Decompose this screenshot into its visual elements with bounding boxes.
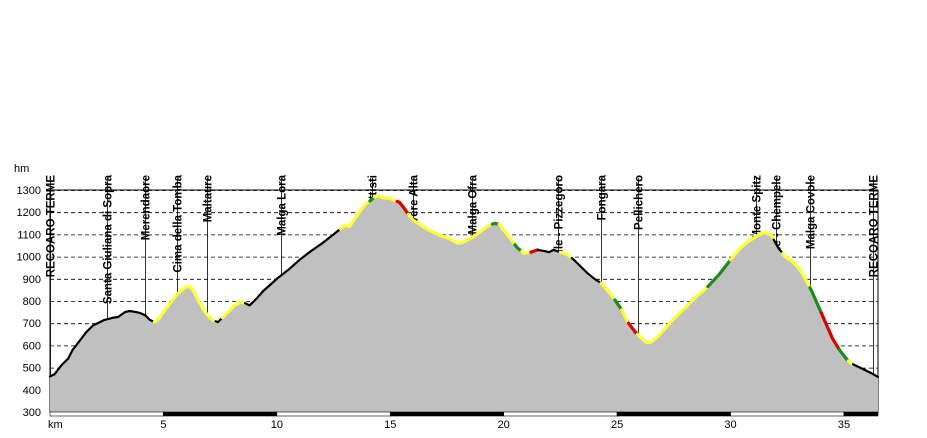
waypoint-lines — [50, 178, 874, 377]
x-tick-label: 10 — [271, 419, 283, 431]
profile-segment-black — [772, 238, 784, 255]
profile-segment-yellow — [152, 284, 218, 324]
elevation-area — [50, 196, 878, 412]
profile-segment-green — [808, 286, 823, 315]
profile-segment-yellow — [372, 194, 399, 203]
x-axis-ticks: 5 10 15 20 25 30 35 — [160, 419, 850, 431]
profile-segment-yellow — [728, 230, 776, 262]
profile-segment-red — [819, 311, 841, 352]
waypoint-label: Fongara — [597, 174, 609, 220]
km-scale-bar — [49, 411, 879, 417]
profile-segment-green — [706, 258, 733, 289]
x-tick-label: 5 — [160, 419, 166, 431]
profile-segment-black — [851, 363, 880, 378]
profile-segment-yellow — [620, 308, 631, 325]
profile-segment-yellow — [338, 199, 372, 231]
y-tick-label: 400 — [23, 385, 41, 397]
km-scale-block — [730, 411, 845, 417]
km-scale-block — [503, 411, 618, 417]
km-scale-block — [843, 411, 879, 417]
profile-segment-red — [395, 199, 410, 216]
waypoint-label: Santa Giuliana di Sopra — [103, 174, 115, 304]
profile-segment-black — [48, 309, 156, 378]
km-scale-block — [163, 411, 278, 417]
profile-segment-yellow — [220, 300, 247, 320]
profile-segment-yellow — [558, 250, 574, 260]
x-tick-label: 25 — [611, 419, 623, 431]
profile-segment-yellow — [497, 222, 517, 247]
y-tick-label: 800 — [23, 296, 41, 308]
waypoint-label: Cima della Tomba — [173, 174, 185, 272]
profile-segment-yellow — [520, 249, 533, 255]
profile-segment-yellow — [406, 212, 494, 245]
waypoint-label: Malga Ofra — [468, 174, 480, 234]
profile-segment-black — [570, 257, 603, 285]
profile-segment-red — [529, 248, 540, 254]
y-tick-label: 300 — [23, 407, 41, 419]
y-tick-label: 1000 — [17, 252, 41, 264]
profile-segment-yellow — [781, 252, 812, 290]
profile-segments — [48, 194, 880, 378]
profile-segment-black — [244, 227, 342, 307]
waypoint-label: Malga Covole — [806, 175, 818, 249]
waypoint-label: RECOARO TERME — [46, 175, 58, 278]
x-tick-label: 20 — [498, 419, 510, 431]
y-tick-label: 700 — [23, 318, 41, 330]
waypoint-label: Pellichero — [634, 175, 646, 230]
y-axis-label: hm — [14, 163, 29, 175]
waypoint-label: Monte Spitz — [752, 175, 764, 240]
waypoint-label: Merendaore — [141, 175, 153, 240]
y-tick-label: 1100 — [17, 229, 41, 241]
km-scale-block — [49, 411, 164, 417]
y-tick-label: 1300 — [17, 185, 41, 197]
profile-segment-yellow — [635, 285, 710, 345]
waypoint-label: Malga Lora — [277, 174, 289, 235]
x-tick-label: 30 — [724, 419, 736, 431]
y-tick-label: 900 — [23, 274, 41, 286]
profile-segment-yellow — [599, 281, 617, 302]
y-axis-ticks: 300 400 500 600 700 800 900 1000 1100 1200 1300 — [17, 185, 41, 419]
km-scale-block — [389, 411, 504, 417]
x-tick-label: 35 — [838, 419, 850, 431]
y-tick-label: 1200 — [17, 207, 41, 219]
y-tick-label: 500 — [23, 363, 41, 375]
km-scale-block — [276, 411, 391, 417]
profile-segment-green — [613, 298, 624, 312]
y-tick-label: 600 — [23, 340, 41, 352]
waypoint-label: Maltaure — [203, 175, 215, 222]
profile-segment-black — [214, 316, 224, 324]
km-scale-block — [616, 411, 731, 417]
profile-segment-black — [536, 248, 562, 254]
profile-segment-green — [513, 243, 524, 253]
x-tick-label: 15 — [384, 419, 396, 431]
x-axis-label: km — [48, 419, 63, 431]
